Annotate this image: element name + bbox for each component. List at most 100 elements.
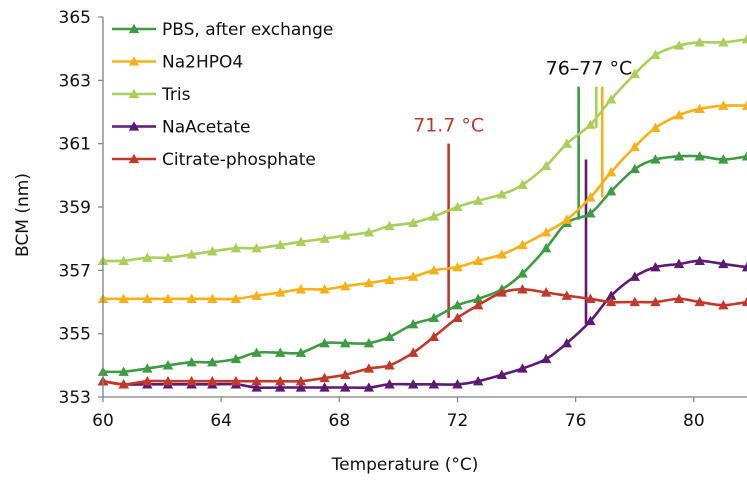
y-tick-label: 355: [59, 325, 91, 345]
data-point: [694, 255, 705, 265]
legend-entry: PBS, after exchange: [112, 20, 333, 40]
data-point: [694, 103, 705, 113]
y-tick-label: 363: [59, 71, 91, 91]
data-point: [363, 227, 375, 237]
legend-entry: NaAcetate: [112, 118, 250, 138]
data-point: [694, 296, 705, 307]
data-point: [472, 293, 484, 303]
data-point: [496, 189, 508, 199]
data-point: [718, 258, 729, 269]
data-point: [295, 236, 307, 246]
data-point: [295, 382, 307, 392]
data-point: [251, 382, 262, 392]
data-point: [295, 284, 307, 294]
data-point: [407, 347, 419, 357]
data-point: [230, 293, 242, 303]
data-point: [650, 296, 661, 307]
data-point: [517, 179, 528, 189]
data-point: [186, 249, 197, 259]
data-point: [673, 258, 685, 269]
series-1: [97, 100, 747, 303]
data-point: [428, 211, 440, 221]
data-point: [275, 287, 286, 297]
data-point: [295, 375, 307, 386]
data-point: [629, 141, 640, 151]
data-point: [118, 379, 129, 389]
data-point: [207, 356, 218, 367]
data-point: [741, 33, 747, 44]
data-point: [629, 296, 640, 307]
legend-swatch-marker: [128, 56, 140, 66]
x-axis-title: Temperature (°C): [331, 455, 479, 475]
data-point: [741, 261, 747, 272]
legend-entry: Na2HPO4: [112, 53, 243, 73]
data-point: [186, 375, 197, 386]
data-point: [363, 277, 375, 288]
annotations: 71.7 °C 76–77 °C: [413, 58, 632, 325]
data-point: [162, 293, 174, 303]
data-point: [540, 242, 552, 253]
x-tick-label: 64: [210, 411, 232, 431]
data-point: [650, 49, 661, 60]
series-0: [97, 151, 747, 376]
data-point: [605, 94, 617, 104]
y-axis-title: BCM (nm): [13, 173, 33, 257]
data-point: [340, 337, 351, 348]
data-point: [496, 287, 508, 297]
data-point: [718, 100, 729, 110]
data-point: [251, 347, 262, 357]
data-point: [407, 318, 419, 329]
data-point: [452, 261, 463, 272]
data-point: [452, 312, 463, 322]
data-point: [605, 296, 617, 307]
data-point: [319, 382, 330, 392]
x-tick-label: 76: [565, 411, 587, 431]
data-point: [517, 268, 528, 278]
series-3: [97, 255, 747, 392]
data-point: [452, 379, 463, 389]
data-point: [673, 293, 685, 303]
y-tick-label: 361: [59, 135, 91, 155]
series-2: [97, 33, 747, 265]
data-point: [340, 230, 351, 240]
legend: PBS, after exchange Na2HPO4 Tris NaAcetate C…: [112, 20, 333, 170]
data-point: [561, 337, 572, 348]
x-tick-label: 80: [683, 411, 705, 431]
data-point: [540, 287, 552, 297]
data-point: [694, 37, 705, 47]
data-point: [650, 154, 661, 164]
data-point: [472, 195, 484, 205]
data-point: [407, 379, 419, 389]
data-point: [407, 271, 419, 281]
data-point: [207, 293, 218, 303]
data-point: [605, 290, 617, 300]
data-point: [561, 138, 572, 148]
data-point: [319, 233, 330, 243]
data-point: [629, 271, 640, 281]
series-line: [102, 154, 747, 374]
data-point: [186, 293, 197, 303]
legend-label: Tris: [161, 85, 191, 105]
y-tick-label: 359: [59, 198, 91, 218]
data-point: [186, 356, 197, 367]
data-point: [230, 242, 242, 253]
data-point: [694, 151, 705, 161]
data-point: [428, 379, 440, 389]
data-point: [629, 68, 640, 79]
data-point: [384, 331, 395, 341]
data-point: [251, 290, 262, 300]
data-point: [407, 217, 419, 227]
data-point: [540, 160, 552, 170]
data-point: [363, 337, 375, 348]
data-point: [384, 360, 395, 370]
legend-label: NaAcetate: [162, 118, 250, 138]
data-point: [384, 220, 395, 231]
legend-swatch-marker: [128, 153, 140, 164]
data-point: [363, 382, 375, 392]
data-point: [718, 299, 729, 310]
data-point: [561, 214, 572, 224]
data-point: [452, 299, 463, 310]
x-tick-label: 72: [447, 411, 469, 431]
legend-label: PBS, after exchange: [162, 20, 333, 40]
data-point: [496, 369, 508, 379]
